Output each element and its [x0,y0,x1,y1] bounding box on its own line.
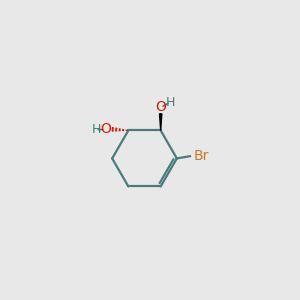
Text: O: O [100,122,111,136]
Text: Br: Br [194,149,209,163]
Text: H: H [91,124,101,136]
Polygon shape [160,114,162,130]
Text: H: H [166,96,175,109]
Text: O: O [155,100,166,114]
